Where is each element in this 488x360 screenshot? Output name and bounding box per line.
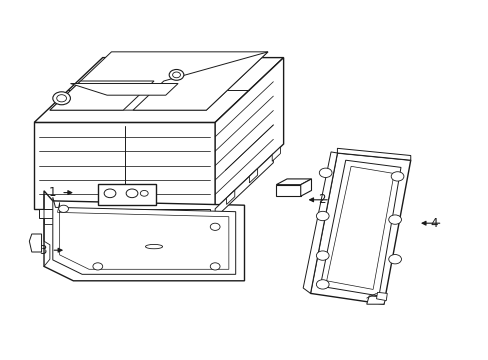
Polygon shape xyxy=(58,202,228,269)
Circle shape xyxy=(316,211,328,221)
Polygon shape xyxy=(44,218,55,224)
Polygon shape xyxy=(276,185,300,196)
Text: 2: 2 xyxy=(317,193,325,206)
Polygon shape xyxy=(310,153,410,304)
Polygon shape xyxy=(272,147,280,161)
Polygon shape xyxy=(39,209,210,218)
Circle shape xyxy=(388,215,401,224)
Polygon shape xyxy=(249,168,257,183)
Polygon shape xyxy=(50,52,267,110)
Text: 3: 3 xyxy=(39,244,46,257)
Polygon shape xyxy=(71,218,81,224)
Polygon shape xyxy=(276,179,311,185)
Circle shape xyxy=(169,69,183,80)
Polygon shape xyxy=(98,184,156,205)
Circle shape xyxy=(53,92,70,105)
Circle shape xyxy=(140,190,148,196)
Polygon shape xyxy=(133,52,267,110)
Polygon shape xyxy=(98,218,108,224)
Circle shape xyxy=(104,189,116,198)
Polygon shape xyxy=(215,58,283,209)
Polygon shape xyxy=(29,234,41,252)
Polygon shape xyxy=(178,218,189,224)
Polygon shape xyxy=(53,197,235,274)
Polygon shape xyxy=(215,154,273,218)
Circle shape xyxy=(57,95,66,102)
Circle shape xyxy=(319,168,331,177)
Polygon shape xyxy=(300,179,311,196)
Circle shape xyxy=(93,263,102,270)
Ellipse shape xyxy=(145,244,162,249)
Circle shape xyxy=(210,263,220,270)
Text: 4: 4 xyxy=(429,217,437,230)
Polygon shape xyxy=(226,190,234,204)
Polygon shape xyxy=(50,81,154,110)
Circle shape xyxy=(210,223,220,230)
Polygon shape xyxy=(337,148,410,160)
Circle shape xyxy=(390,172,403,181)
Polygon shape xyxy=(124,218,135,224)
Polygon shape xyxy=(376,292,386,301)
Circle shape xyxy=(388,255,401,264)
Circle shape xyxy=(316,251,328,260)
Polygon shape xyxy=(70,84,178,95)
Circle shape xyxy=(316,280,328,289)
Polygon shape xyxy=(34,58,283,122)
Polygon shape xyxy=(303,152,337,293)
Circle shape xyxy=(59,205,68,212)
Polygon shape xyxy=(44,191,244,281)
Polygon shape xyxy=(151,218,162,224)
Text: 1: 1 xyxy=(49,186,56,199)
Circle shape xyxy=(126,189,138,198)
Polygon shape xyxy=(366,296,386,304)
Circle shape xyxy=(172,72,180,78)
Polygon shape xyxy=(34,122,215,209)
Polygon shape xyxy=(320,160,400,296)
